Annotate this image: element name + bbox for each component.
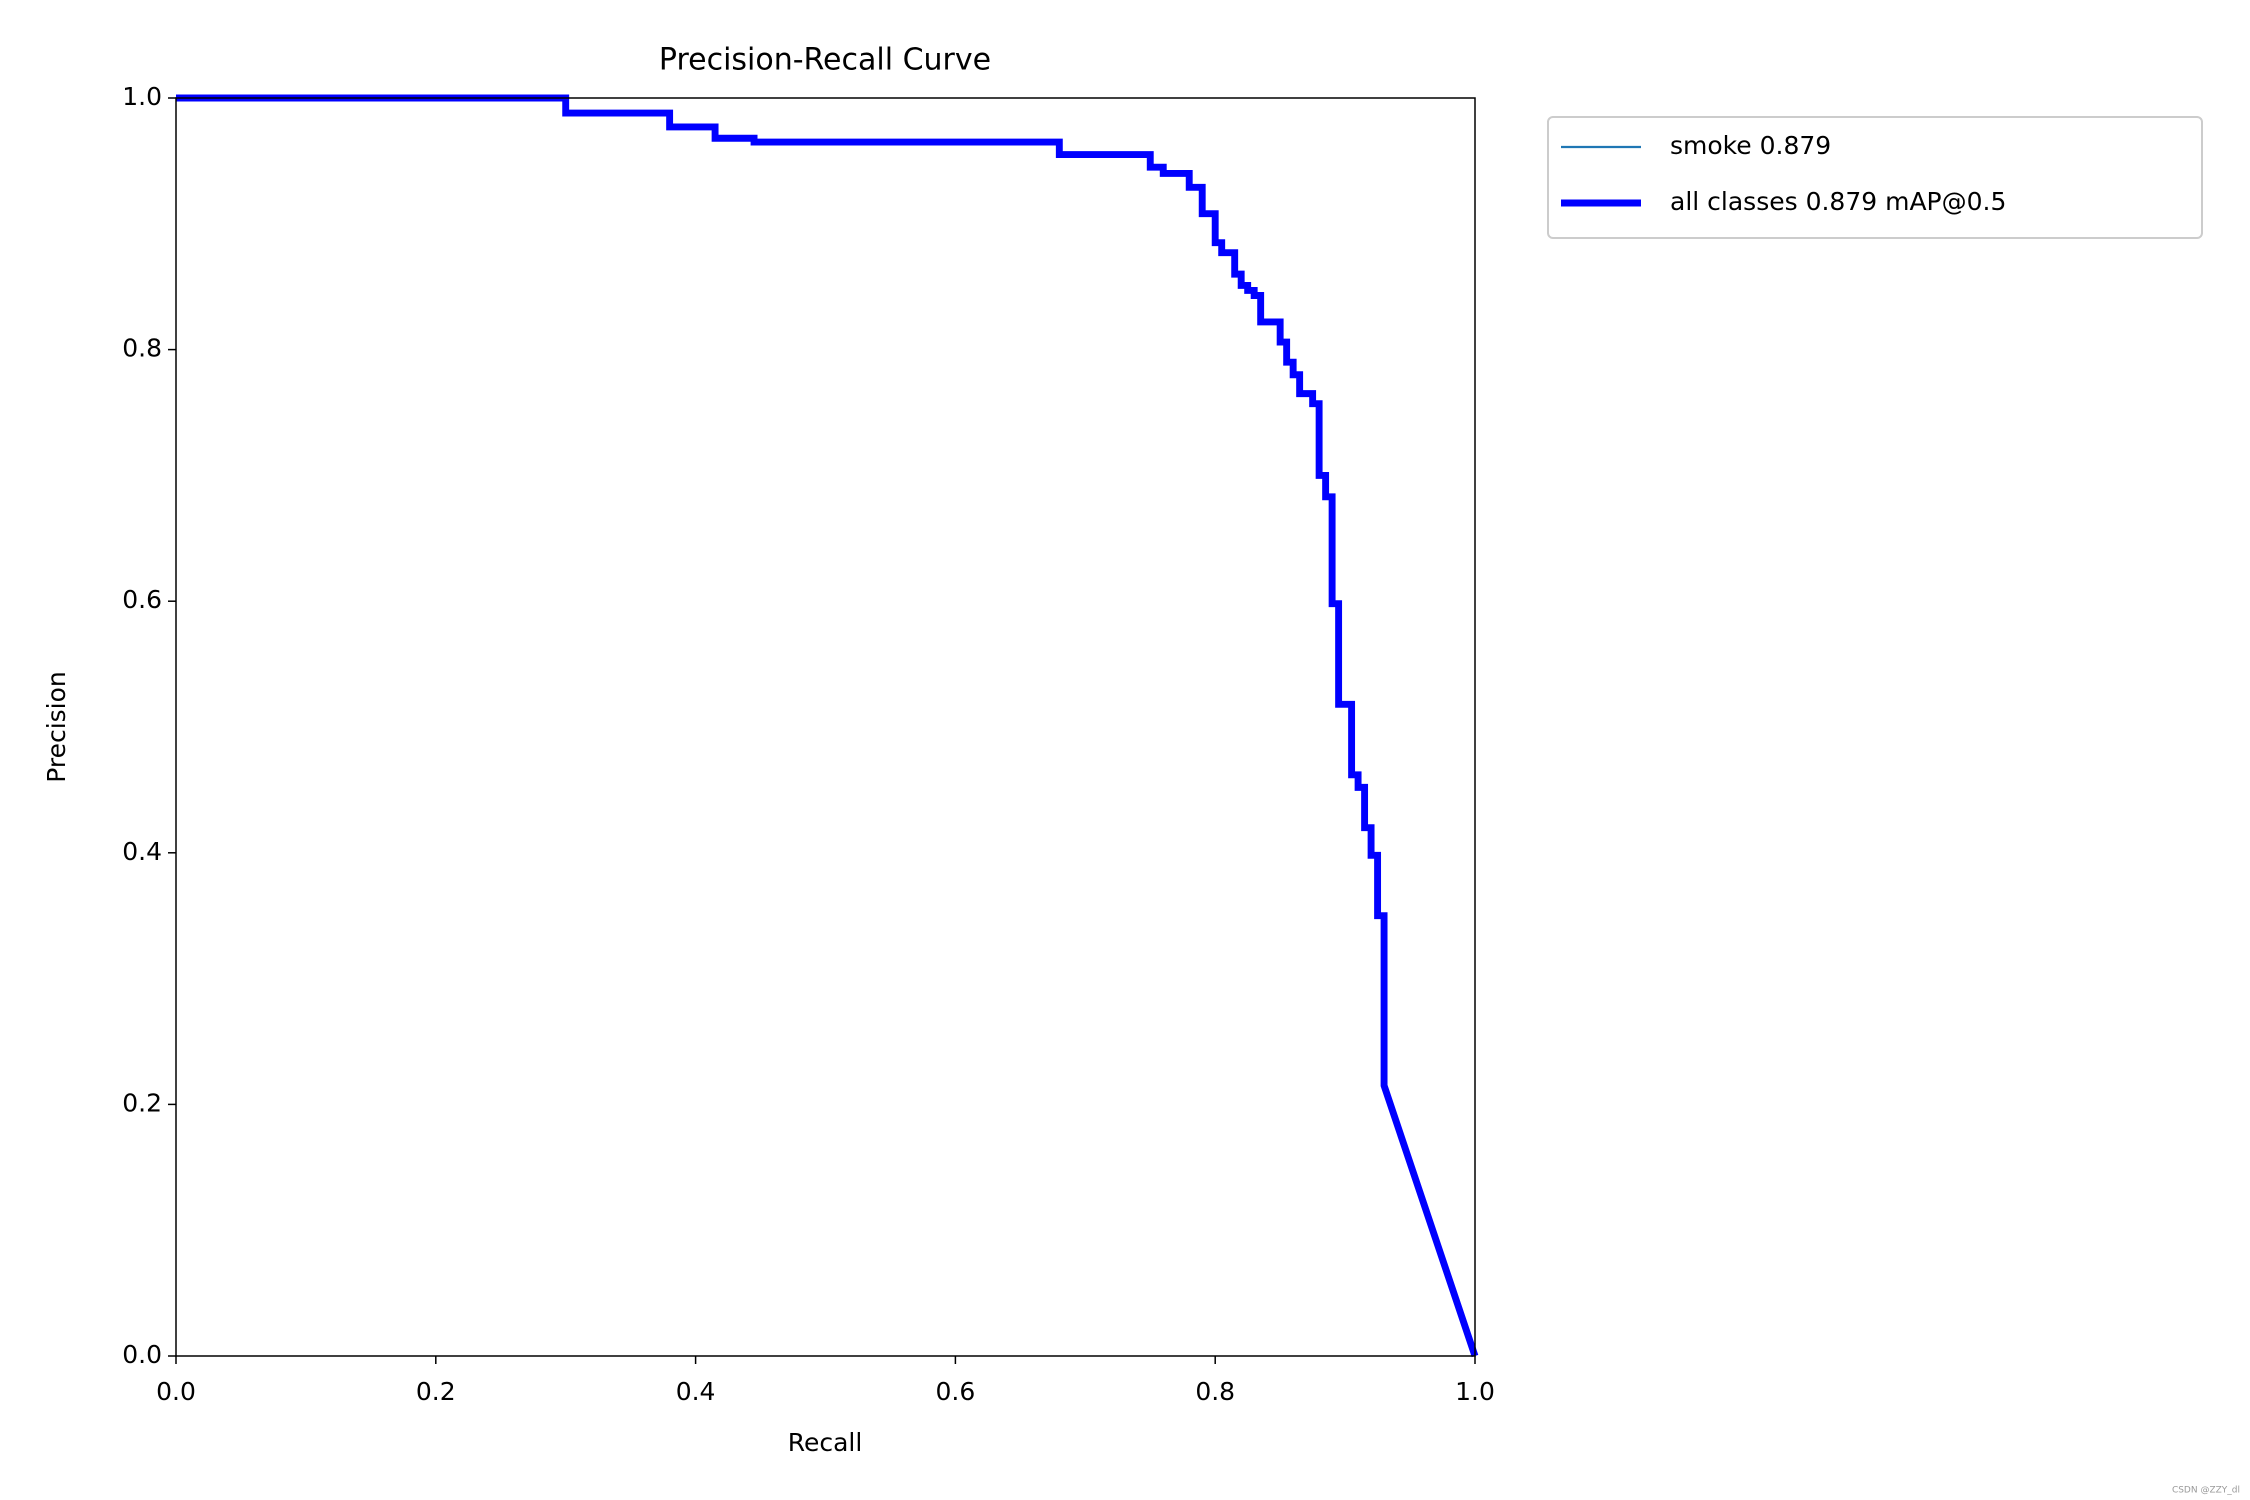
y-tick-label: 0.4 (122, 837, 162, 866)
y-tick-label: 0.6 (122, 585, 162, 614)
x-axis-label: Recall (788, 1428, 863, 1457)
y-tick-label: 1.0 (122, 82, 162, 111)
x-tick-label: 0.2 (416, 1377, 456, 1406)
x-tick-label: 1.0 (1455, 1377, 1495, 1406)
x-tick-label: 0.4 (676, 1377, 716, 1406)
chart-title: Precision-Recall Curve (659, 43, 991, 78)
x-tick-label: 0.0 (156, 1377, 196, 1406)
y-tick-label: 0.8 (122, 334, 162, 363)
watermark: CSDN @ZZY_dl (2172, 1486, 2240, 1496)
y-axis-label: Precision (42, 671, 71, 783)
x-tick-label: 0.8 (1195, 1377, 1235, 1406)
legend-box (1547, 116, 2203, 239)
plot-frame (175, 97, 1476, 1357)
pr-curve (176, 94, 1479, 1358)
y-tick-label: 0.0 (122, 1340, 162, 1369)
x-tick-label: 0.6 (936, 1377, 976, 1406)
legend-label: all classes 0.879 mAP@0.5 (1670, 187, 2006, 216)
y-tick-label: 0.2 (122, 1088, 162, 1117)
legend-label: smoke 0.879 (1670, 131, 1831, 160)
